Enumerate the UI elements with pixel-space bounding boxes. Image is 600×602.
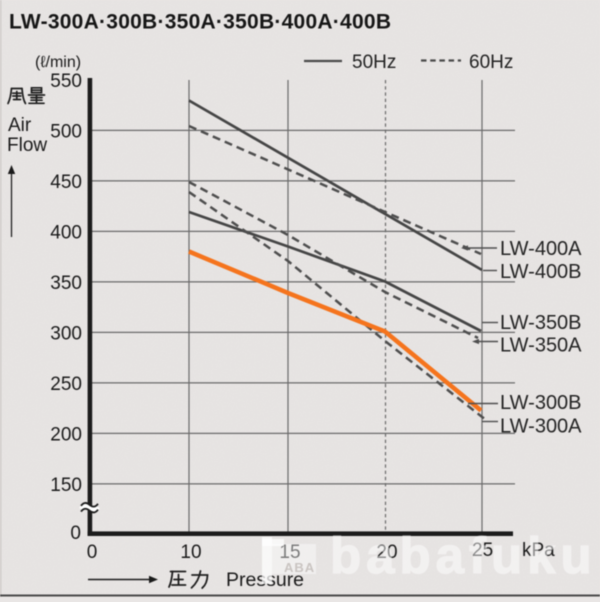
svg-text:350: 350 <box>50 273 82 294</box>
svg-text:0: 0 <box>87 542 98 563</box>
svg-text:LW-400A: LW-400A <box>500 238 582 260</box>
svg-text:LW-300A: LW-300A <box>500 416 582 438</box>
svg-text:LW-400B: LW-400B <box>500 261 582 283</box>
svg-text:150: 150 <box>50 475 82 496</box>
svg-text:15: 15 <box>279 542 300 563</box>
svg-text:ABA: ABA <box>284 560 315 575</box>
svg-text:25: 25 <box>472 540 493 561</box>
svg-text:babafuku: babafuku <box>330 527 597 584</box>
svg-text:60Hz: 60Hz <box>469 52 513 73</box>
svg-text:250: 250 <box>50 374 82 395</box>
svg-text:450: 450 <box>50 172 82 193</box>
svg-text:LW-300A·300B·350A·350B·400A·40: LW-300A·300B·350A·350B·400A·400B <box>9 11 391 34</box>
svg-text:kPa: kPa <box>522 540 555 561</box>
svg-text:(ℓ/min): (ℓ/min) <box>35 54 81 71</box>
svg-text:400: 400 <box>50 222 82 243</box>
svg-text:LW-300B: LW-300B <box>500 392 582 414</box>
svg-text:Air: Air <box>8 115 32 136</box>
svg-text:500: 500 <box>50 121 82 142</box>
svg-text:0: 0 <box>70 523 81 544</box>
svg-text:LW-350A: LW-350A <box>500 335 582 357</box>
svg-text:550: 550 <box>50 71 82 92</box>
svg-text:20: 20 <box>376 542 397 563</box>
svg-text:LW-350B: LW-350B <box>500 312 582 334</box>
svg-text:200: 200 <box>50 424 82 445</box>
svg-text:300: 300 <box>50 323 82 344</box>
svg-text:10: 10 <box>180 542 201 563</box>
svg-text:Flow: Flow <box>7 135 47 156</box>
svg-text:50Hz: 50Hz <box>352 52 396 73</box>
